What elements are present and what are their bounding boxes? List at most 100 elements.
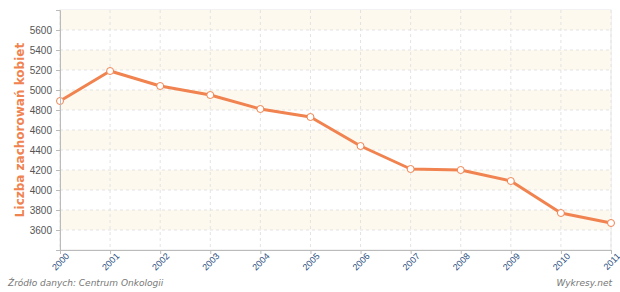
tick-mark xyxy=(56,90,60,91)
tick: 5600 xyxy=(30,25,60,36)
plot-frame xyxy=(60,10,611,250)
tick: 2009 xyxy=(501,250,522,272)
grid-line xyxy=(60,30,611,31)
grid-line xyxy=(611,10,612,250)
tick: 4800 xyxy=(30,105,60,116)
y-axis-title: Liczba zachorowań kobiet xyxy=(13,43,27,218)
tick-mark xyxy=(56,190,60,191)
tick-mark xyxy=(56,50,60,51)
tick: 2005 xyxy=(300,250,321,272)
tick-mark xyxy=(56,70,60,71)
tick-label: 5000 xyxy=(30,85,53,96)
tick-label: 2010 xyxy=(551,251,572,272)
tick: 4400 xyxy=(30,145,60,156)
band xyxy=(60,10,611,30)
grid-line xyxy=(60,170,611,171)
grid-line xyxy=(60,150,611,151)
y-axis: 3600 3800 4000 4200 4400 4600 4800 5000 5200 5400… xyxy=(30,11,61,251)
tick-mark xyxy=(56,210,60,211)
series xyxy=(57,68,615,227)
tick: 2000 xyxy=(50,250,71,272)
tick-label: 2001 xyxy=(100,251,121,272)
tick-mark xyxy=(56,30,60,31)
tick-label: 2007 xyxy=(401,251,422,272)
line xyxy=(60,71,611,223)
tick-label: 5200 xyxy=(30,65,53,76)
tick-mark xyxy=(56,170,60,171)
tick: 2008 xyxy=(451,250,472,272)
credit[interactable]: Wykresy.net xyxy=(556,278,612,288)
tick-label: 2004 xyxy=(250,251,271,272)
marker[interactable] xyxy=(207,92,214,99)
bands xyxy=(60,10,611,230)
grid-line xyxy=(360,10,361,250)
marker[interactable] xyxy=(557,210,564,217)
source: Źródło danych: Centrum Onkologii xyxy=(7,277,164,288)
tick-label: 2009 xyxy=(501,251,522,272)
axis-line xyxy=(56,11,61,251)
tick-mark xyxy=(56,110,60,111)
marker[interactable] xyxy=(257,106,264,113)
tick-label: 4000 xyxy=(30,185,53,196)
tick-label: 4200 xyxy=(30,165,53,176)
grid-line xyxy=(60,190,611,191)
tick: 2003 xyxy=(200,250,221,272)
tick-mark xyxy=(56,130,60,131)
tick: 2010 xyxy=(551,250,572,272)
axis-line xyxy=(61,251,612,255)
band xyxy=(60,210,611,230)
tick-label: 2011 xyxy=(601,251,620,272)
grid-line xyxy=(60,230,611,231)
grid-line xyxy=(60,90,611,91)
tick-label: 3800 xyxy=(30,205,53,216)
chart: 3600 3800 4000 4200 4400 4600 4800 5000 5200 5400… xyxy=(0,0,620,292)
tick-label: 2005 xyxy=(300,251,321,272)
grid-line xyxy=(160,10,161,250)
marker[interactable] xyxy=(307,114,314,121)
tick: 5000 xyxy=(30,85,60,96)
tick-mark xyxy=(56,230,60,231)
tick: 3800 xyxy=(30,205,60,216)
tick: 5200 xyxy=(30,65,60,76)
tick: 5400 xyxy=(30,45,60,56)
tick-mark xyxy=(56,150,60,151)
tick-label: 2000 xyxy=(50,251,71,272)
grid-line xyxy=(510,10,511,250)
tick-label: 2003 xyxy=(200,251,221,272)
tick: 2004 xyxy=(250,250,271,272)
tick: 4000 xyxy=(30,185,60,196)
grid-line xyxy=(110,10,111,250)
grid-line xyxy=(60,110,611,111)
tick-label: 2008 xyxy=(451,251,472,272)
tick-label: 4600 xyxy=(30,125,53,136)
tick-label: 5400 xyxy=(30,45,53,56)
tick-label: 3600 xyxy=(30,225,53,236)
marker[interactable] xyxy=(457,167,464,174)
marker[interactable] xyxy=(107,68,114,75)
tick-label: 4400 xyxy=(30,145,53,156)
grid-line xyxy=(410,10,411,250)
plot: 3600 3800 4000 4200 4400 4600 4800 5000 5200 5400… xyxy=(30,10,620,272)
tick: 2006 xyxy=(351,250,372,272)
tick-label: 5600 xyxy=(30,25,53,36)
marker[interactable] xyxy=(357,143,364,150)
marker[interactable] xyxy=(507,178,514,185)
tick: 2007 xyxy=(401,250,422,272)
marker[interactable] xyxy=(157,83,164,90)
grid-line xyxy=(60,50,611,51)
marker[interactable] xyxy=(407,166,414,173)
grid-line xyxy=(260,10,261,250)
grid-line xyxy=(460,10,461,250)
tick: 2001 xyxy=(100,250,121,272)
grid-line xyxy=(60,70,611,71)
band xyxy=(60,170,611,190)
tick-label: 2002 xyxy=(150,251,171,272)
tick: 2002 xyxy=(150,250,171,272)
band xyxy=(60,50,611,70)
grid xyxy=(60,10,611,250)
tick: 4600 xyxy=(30,125,60,136)
grid-line xyxy=(60,210,611,211)
tick-label: 4800 xyxy=(30,105,53,116)
band xyxy=(60,90,611,110)
marker[interactable] xyxy=(608,220,615,227)
